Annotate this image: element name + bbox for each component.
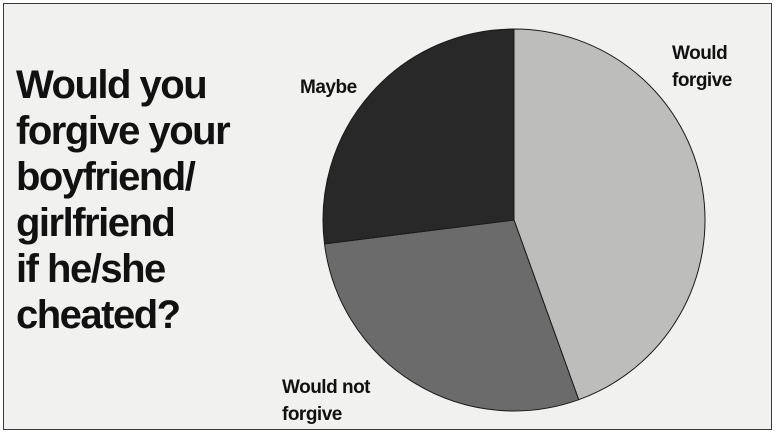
- pie-slice-would-not-forgive: [323, 219, 580, 412]
- pie-chart: [322, 28, 706, 412]
- pie-slice-maybe: [322, 28, 515, 245]
- slice-label-would-not-forgive: Would not forgive: [282, 377, 371, 425]
- chart-title: Would you forgive your boyfriend/ girlfr…: [16, 63, 231, 337]
- slice-label-maybe: Maybe: [300, 77, 357, 98]
- pie-slice-would-forgive: [513, 28, 706, 401]
- slice-label-would-forgive: Would forgive: [672, 43, 732, 91]
- chart-frame: Would you forgive your boyfriend/ girlfr…: [3, 3, 772, 430]
